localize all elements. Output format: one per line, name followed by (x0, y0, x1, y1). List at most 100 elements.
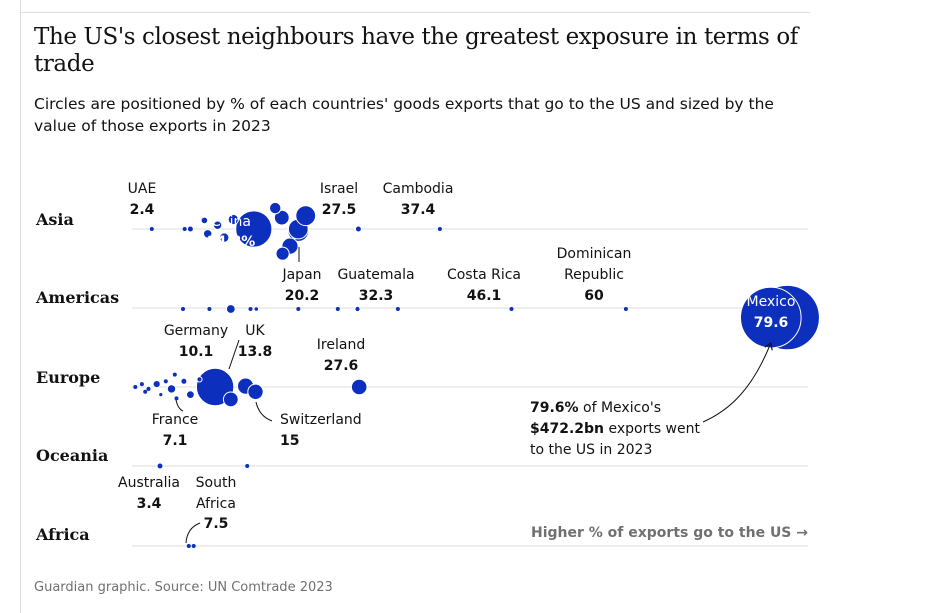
label-canada-name: Canada (680, 294, 733, 310)
frame-left-rule (20, 0, 21, 613)
label-costa-rica-value: 46.1 (467, 288, 502, 304)
label-ireland-name: Ireland (317, 337, 365, 353)
bubble-europe-45 (139, 382, 144, 387)
bubble-americas-49 (181, 307, 185, 311)
mexico-annotation: 79.6% of Mexico's $472.2bn exports went … (530, 400, 700, 458)
label-south-africa-line1: South (196, 475, 237, 491)
leader-line-france (175, 399, 184, 412)
frame-top-rule (20, 12, 810, 13)
label-south-africa-line2: Africa (196, 496, 236, 512)
bubble-europe-33 (158, 392, 164, 398)
region-label-asia: Asia (35, 210, 74, 229)
bubble-americas-34 (207, 307, 212, 311)
label-mexico-name: Mexico (747, 294, 796, 310)
bubble-americas-17 (225, 304, 236, 314)
label-china-value: 14.8% (207, 234, 256, 250)
label-uk-name: UK (245, 323, 265, 339)
bubble-asia-38 (149, 227, 154, 231)
label-israel-name: Israel (320, 181, 358, 197)
leader-line-south-africa (185, 522, 201, 544)
label-france-value: 7.1 (163, 433, 188, 449)
bubble-dominican-republic (623, 307, 628, 311)
annotation-text-3: to the US in 2023 (530, 442, 652, 458)
bubble-asia-16 (219, 232, 230, 243)
region-label-americas: Americas (35, 288, 119, 307)
bubble-europe-20 (166, 384, 177, 394)
label-dominican-line1: Dominican (557, 246, 632, 262)
label-japan-value: 20.2 (285, 288, 320, 304)
annotation-text-1: of Mexico's (579, 400, 661, 416)
bubble-europe-36 (172, 372, 177, 377)
bubble-asia-14 (269, 201, 282, 215)
label-costa-rica-name: Costa Rica (447, 267, 521, 283)
label-guatemala-value: 32.3 (359, 288, 394, 304)
bubble-americas-41 (296, 307, 301, 311)
annotation-bold-2: $472.2bn (530, 421, 604, 437)
source-note: Guardian graphic. Source: UN Comtrade 20… (34, 580, 333, 595)
annotation-bold-1: 79.6% (530, 400, 579, 416)
leader-lines (175, 247, 773, 544)
svg-text:$472.2bn exports went: $472.2bn exports went (530, 421, 700, 437)
bubble-france (186, 390, 195, 400)
region-label-africa: Africa (35, 525, 90, 544)
bubble-ireland (350, 378, 368, 396)
bubble-americas-28 (354, 305, 361, 313)
label-guatemala-name: Guatemala (337, 267, 414, 283)
label-uk-value: 13.8 (238, 344, 273, 360)
bubble-europe-22 (152, 380, 161, 389)
region-label-europe: Europe (36, 368, 100, 387)
bubble-africa-47 (186, 544, 191, 548)
region-label-oceania: Oceania (36, 446, 108, 465)
annotation-text-2: exports went (604, 421, 700, 437)
label-france-name: France (152, 412, 199, 428)
bubble-cambodia (437, 227, 442, 231)
bubble-americas-35 (248, 307, 253, 311)
bubble-asia-18 (203, 229, 213, 239)
label-cambodia-value: 37.4 (401, 202, 436, 218)
chart-title: The US's closest neighbours have the gre… (34, 24, 798, 77)
bubble-europe-31 (196, 376, 203, 383)
label-israel-value: 27.5 (322, 202, 357, 218)
bubble-europe-30 (162, 378, 169, 385)
label-south-africa-value: 7.5 (204, 516, 229, 532)
bubble-asia-39 (182, 227, 187, 231)
bubble-europe-46 (174, 396, 179, 401)
bubbles (133, 201, 820, 548)
leader-line-switzerland (255, 401, 273, 422)
label-dominican-value: 60 (584, 288, 604, 304)
label-switzerland-name: Switzerland (280, 412, 362, 428)
label-germany-value: 10.1 (179, 344, 214, 360)
leader-line-uk (228, 339, 240, 370)
bubble-asia-15 (227, 213, 239, 226)
bubble-americas-32 (253, 306, 260, 312)
bubble-israel (354, 225, 362, 233)
bubble-asia-24 (186, 225, 194, 233)
bubble-americas-42 (335, 307, 340, 311)
label-canada-value: 77.6 (690, 315, 725, 331)
bubble-asia-6 (295, 205, 317, 227)
label-germany-name: Germany (164, 323, 228, 339)
label-japan-name: Japan (281, 267, 321, 283)
label-dominican-line2: Republic (564, 267, 624, 283)
bubble-europe-48 (143, 389, 148, 394)
bubble-europe-29 (145, 385, 152, 392)
country-labels: UAE 2.4 Israel 27.5 Cambodia 37.4 China … (118, 181, 795, 532)
label-australia-name: Australia (118, 475, 180, 491)
region-labels: Asia Americas Europe Oceania Africa (35, 210, 119, 544)
annotation-arrow (702, 342, 773, 423)
bubble-asia-13 (275, 246, 290, 261)
label-china-name: China (211, 214, 251, 230)
label-cambodia-name: Cambodia (383, 181, 454, 197)
chart-subtitle: Circles are positioned by % of each coun… (34, 95, 774, 135)
bubble-europe-26 (180, 377, 188, 385)
axis-direction-note: Higher % of exports go to the US → (531, 525, 808, 541)
label-uae-value: 2.4 (130, 202, 155, 218)
bubble-switzerland (247, 383, 264, 400)
bubble-europe-52 (133, 385, 138, 389)
svg-text:79.6% of Mexico's: 79.6% of Mexico's (530, 400, 661, 416)
label-ireland-value: 27.6 (324, 358, 359, 374)
bubble-asia-19 (212, 220, 223, 230)
label-uae-name: UAE (128, 181, 157, 197)
bubble-asia-11 (273, 209, 290, 226)
bubble-south-africa (191, 544, 196, 548)
